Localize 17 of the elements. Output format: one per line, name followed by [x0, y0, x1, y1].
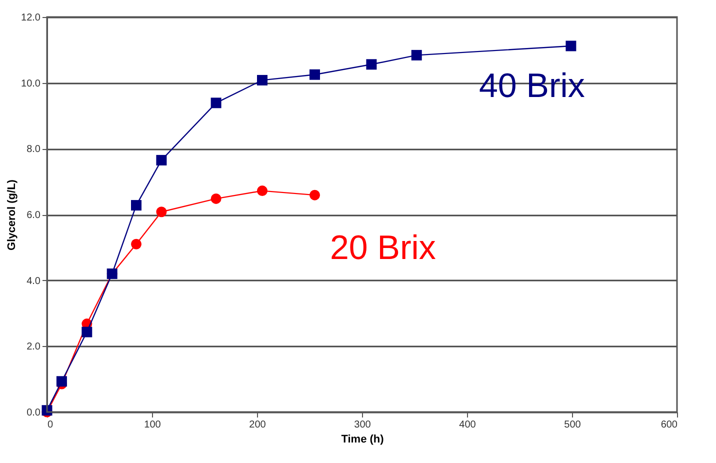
y-tick-label: 8.0 [26, 144, 41, 156]
x-tick-label: 0 [48, 420, 54, 430]
y-tick-label: 2.0 [26, 342, 41, 353]
x-axis-title: Time (h) [341, 434, 384, 446]
x-tick-label: 300 [354, 420, 372, 430]
y-tick-label: 0.0 [26, 408, 41, 418]
x-tick-label: 100 [144, 420, 162, 430]
y-tick-label: 12.0 [21, 12, 41, 24]
x-tick-label: 400 [459, 420, 476, 430]
y-tick-label: 4.0 [26, 276, 41, 287]
x-tick-label: 500 [564, 420, 582, 430]
x-tick-label: 600 [660, 420, 678, 430]
y-tick-label: 10.0 [21, 78, 41, 90]
y-axis-title: Glycerol (g/L) [6, 179, 18, 250]
series-label: 20 Brix [330, 229, 436, 267]
y-tick-label: 6.0 [26, 210, 41, 221]
x-tick-label: 200 [249, 420, 266, 430]
